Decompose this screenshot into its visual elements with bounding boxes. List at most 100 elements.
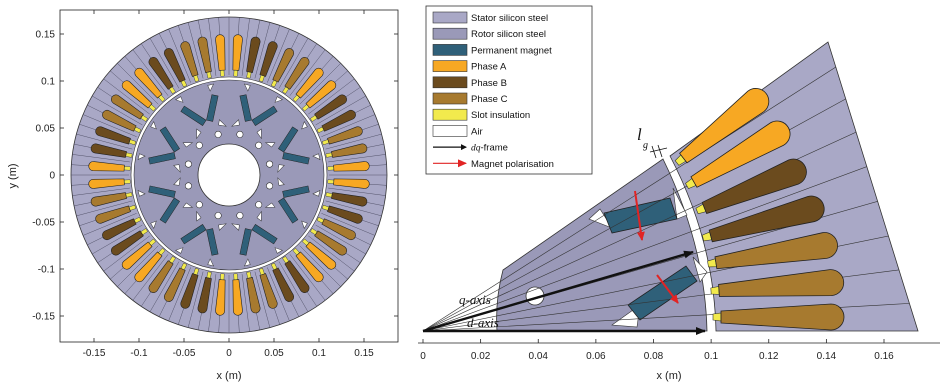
- legend-swatch: [432, 76, 468, 89]
- y-tick-label: 0: [49, 171, 55, 182]
- legend-swatch: [432, 11, 468, 24]
- phase-b-coil: [701, 158, 807, 215]
- phase-b-slot: [310, 94, 347, 122]
- rotor-hole: [236, 130, 244, 138]
- phase-c-slot: [180, 41, 200, 83]
- phase-c-slot: [95, 204, 137, 224]
- phase-b-slot: [316, 109, 356, 134]
- rotor-magnet: [231, 223, 252, 267]
- x-tick-label: 0: [226, 348, 232, 359]
- x-tick-label: 0.12: [759, 351, 779, 362]
- rotor-magnet: [264, 197, 308, 229]
- airgap-symbol: l: [637, 125, 642, 144]
- phase-b-coil: [708, 195, 825, 243]
- phase-a-slot: [301, 80, 337, 112]
- x-tick-label: 0.1: [312, 348, 326, 359]
- phase-c-slot: [246, 271, 261, 314]
- legend-swatch: [432, 108, 468, 121]
- rotor-hole: [266, 160, 274, 168]
- legend-label: Phase B: [471, 78, 507, 89]
- x-tick-label: 0.15: [354, 348, 374, 359]
- phase-c-slot: [111, 94, 148, 122]
- phase-b-slot: [282, 256, 310, 293]
- rotor-hole: [255, 141, 263, 149]
- magnet-polarisation-arrow: [634, 190, 645, 241]
- motor-cross-section: [70, 16, 388, 334]
- x-tick-label: 0.16: [874, 351, 894, 362]
- phase-c-slot: [163, 262, 188, 302]
- phase-b-slot: [258, 41, 278, 83]
- phase-a-slot: [301, 238, 337, 270]
- phase-c-slot: [102, 109, 142, 134]
- phase-a-slot: [88, 161, 131, 172]
- x-tick-label: 0.02: [471, 351, 491, 362]
- legend-item: Air: [432, 125, 483, 137]
- x-tick-label: 0.14: [817, 351, 837, 362]
- shaft-bore: [197, 143, 261, 207]
- y-tick-label: -0.15: [32, 312, 55, 323]
- x-tick-label: 0.06: [586, 351, 606, 362]
- legend-swatch: [432, 27, 468, 40]
- legend-swatch: [432, 92, 468, 105]
- legend-item: Phase B: [432, 76, 507, 89]
- magnet-air-pocket: [692, 256, 708, 283]
- legend-item: Slot insulation: [432, 108, 530, 121]
- phase-c-slot: [90, 192, 133, 207]
- phase-c-coil: [718, 269, 845, 297]
- magnet-polarisation-arrow: [656, 274, 679, 304]
- permanent-magnet: [603, 197, 678, 234]
- phase-a-slot: [134, 67, 166, 103]
- phase-c-slot: [321, 126, 363, 146]
- left-panel: -0.15 -0.1 -0.05 0 0.05 0.1 0.15 0.150.10.050-…: [7, 9, 399, 382]
- x-tick-label: -0.1: [130, 348, 148, 359]
- rotor-magnet: [137, 152, 181, 173]
- legend-label: Slot insulation: [471, 110, 530, 121]
- phase-a-slot: [215, 273, 226, 316]
- rotor-magnet: [264, 121, 308, 153]
- phase-b-slot: [270, 262, 295, 302]
- legend-label: Air: [471, 126, 483, 137]
- phase-c-slot: [325, 143, 368, 158]
- left-x-axis-label: x (m): [216, 370, 241, 382]
- stator-slots: [88, 34, 370, 316]
- legend-label: Phase C: [471, 94, 508, 105]
- phase-b-slot: [246, 36, 261, 79]
- phase-b-slot: [180, 267, 200, 309]
- phase-a-coil: [679, 88, 770, 164]
- phase-b-slot: [95, 126, 137, 146]
- right-panel: 0 0.02 0.04 0.06 0.08 0.1 0.12 0.14 0.16 x (m): [418, 41, 940, 382]
- legend-label: dq-frame: [471, 143, 508, 154]
- x-tick-label: 0.08: [644, 351, 664, 362]
- left-y-axis-label: y (m): [7, 163, 19, 188]
- phase-a-slot: [88, 178, 131, 189]
- x-tick-label: 0.04: [529, 351, 549, 362]
- q-axis-arrow: [422, 250, 694, 333]
- rotor-holes: [184, 130, 274, 220]
- legend-label: Stator silicon steel: [471, 13, 548, 24]
- legend-label: Magnet polarisation: [471, 159, 554, 170]
- rotor-hole: [236, 212, 244, 220]
- phase-c-coil: [714, 232, 838, 270]
- legend-label: Permanent magnet: [471, 45, 552, 56]
- rotor-hole: [195, 201, 203, 209]
- rotor-hole: [266, 182, 274, 190]
- legend-item: Stator silicon steel: [432, 11, 548, 24]
- phase-c-slot: [270, 48, 295, 88]
- rotor-magnet: [206, 223, 227, 267]
- airgap-subscript: g: [643, 140, 648, 151]
- legend: Stator silicon steel Rotor silicon steel P…: [425, 5, 593, 175]
- phase-a-slot: [134, 247, 166, 283]
- phase-c-slot: [310, 228, 347, 256]
- legend-item: Rotor silicon steel: [432, 27, 546, 40]
- rotor-hole: [184, 182, 192, 190]
- phase-c-slot: [258, 267, 278, 309]
- rotor-magnet: [150, 121, 194, 153]
- rotor-hole: [214, 130, 222, 138]
- airgap-marker: l g: [637, 125, 668, 159]
- y-tick-label: 0.15: [36, 30, 56, 41]
- rotor-hole: [214, 212, 222, 220]
- rotor-sector: [496, 158, 708, 332]
- y-tick-label: -0.1: [38, 265, 56, 276]
- phase-a-slot: [292, 247, 324, 283]
